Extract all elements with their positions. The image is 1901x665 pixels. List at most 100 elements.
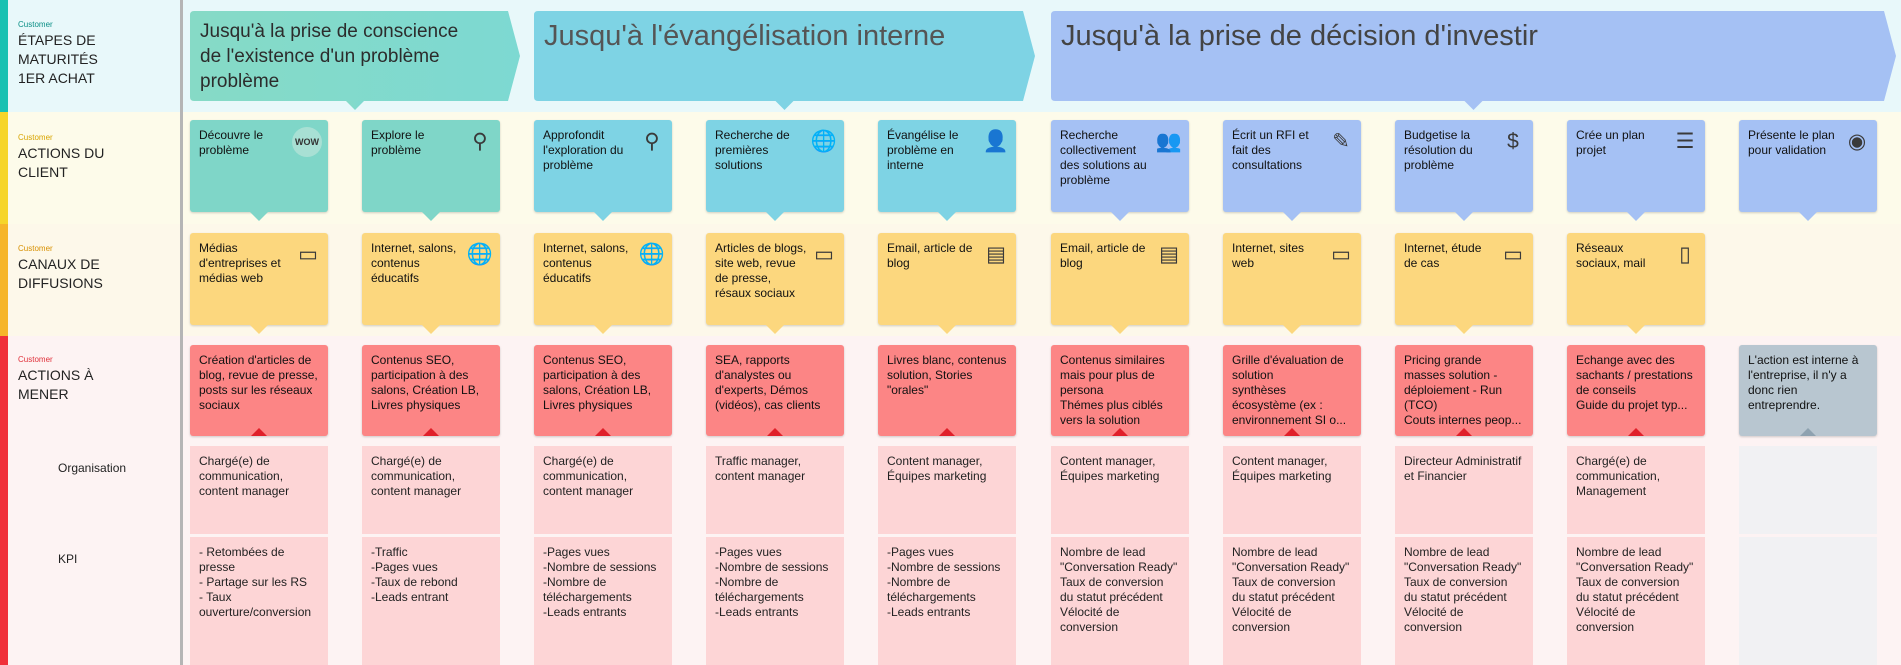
- todo-card[interactable]: Pricing grande masses solution - déploie…: [1395, 345, 1533, 436]
- card-pointer: [250, 212, 268, 221]
- stage-chevron: Jusqu'à la prise de décision d'investir: [1051, 11, 1896, 110]
- card-text: Évangélise le problème en interne: [887, 128, 959, 172]
- card-text: Email, article de blog: [1060, 241, 1146, 270]
- card-pointer: [1112, 428, 1128, 436]
- stage-chevron: Jusqu'à la prise de conscience de l'exis…: [190, 11, 520, 110]
- card-text: Internet, étude de cas: [1404, 241, 1482, 270]
- kpi-cell: -Pages vues -Nombre de sessions -Nombre …: [878, 537, 1016, 665]
- card-pointer: [1800, 428, 1816, 436]
- organisation-cell: Content manager, Équipes marketing: [1051, 446, 1189, 534]
- monitor-icon: ▭: [1503, 242, 1523, 266]
- client-action-card[interactable]: Écrit un RFI et fait des consultations ✎: [1223, 120, 1361, 221]
- todo-card[interactable]: Contenus similaires mais pour plus de pe…: [1051, 345, 1189, 436]
- channel-card[interactable]: Internet, salons, contenus éducatifs 🌐: [534, 233, 672, 334]
- card-pointer: [594, 212, 612, 221]
- stage-shape: [1051, 11, 1896, 110]
- card-pointer: [1455, 212, 1473, 221]
- card-text: Articles de blogs, site web, revue de pr…: [715, 241, 807, 300]
- card-text: Echange avec des sachants / prestations …: [1576, 353, 1693, 412]
- card-pointer: [423, 428, 439, 436]
- todo-card[interactable]: Livres blanc, contenus solution, Stories…: [878, 345, 1016, 436]
- card-pointer: [1284, 428, 1300, 436]
- stage-text: Jusqu'à l'évangélisation interne: [544, 20, 946, 52]
- organisation-label: Organisation: [58, 461, 127, 475]
- client-action-card[interactable]: Recherche collectivement des solutions a…: [1051, 120, 1189, 221]
- card-text: Internet, salons, contenus éducatifs: [371, 241, 457, 285]
- row-small-label: Customer: [18, 355, 53, 364]
- card-text: Écrit un RFI et fait des consultations: [1232, 128, 1309, 172]
- monitor-icon: ▭: [814, 242, 834, 266]
- client-action-card[interactable]: Découvre le problème WOW: [190, 120, 328, 221]
- kpi-cell: Nombre de lead "Conversation Ready" Taux…: [1051, 537, 1189, 665]
- kpi-cell: -Pages vues -Nombre de sessions -Nombre …: [706, 537, 844, 665]
- todo-card[interactable]: Contenus SEO, participation à des salons…: [534, 345, 672, 436]
- card-text: Explore le problème: [371, 128, 425, 157]
- todo-card[interactable]: SEA, rapports d'analystes ou d'experts, …: [706, 345, 844, 436]
- organisation-cell: Content manager, Équipes marketing: [878, 446, 1016, 534]
- row-label-todo: Customer ACTIONS À MENER: [18, 355, 178, 404]
- kpi-cell: Nombre de lead "Conversation Ready" Taux…: [1567, 537, 1705, 665]
- card-pointer: [1111, 212, 1129, 221]
- globe-icon: 🌐: [810, 129, 838, 153]
- row-small-label: Customer: [18, 20, 53, 29]
- kpi-cell: - Retombées de presse - Partage sur les …: [190, 537, 328, 665]
- row-title: ACTIONS DU CLIENT: [18, 145, 105, 180]
- client-action-card[interactable]: Budgetise la résolution du problème $: [1395, 120, 1533, 221]
- card-text: Pricing grande masses solution - déploie…: [1404, 353, 1522, 427]
- client-action-card[interactable]: Explore le problème ⚲: [362, 120, 500, 221]
- client-action-card[interactable]: Recherche de premières solutions 🌐: [706, 120, 844, 221]
- client-action-card[interactable]: Crée un plan projet ☰: [1567, 120, 1705, 221]
- channel-card[interactable]: Médias d'entreprises et médias web ▭: [190, 233, 328, 334]
- card-text: Budgetise la résolution du problème: [1404, 128, 1473, 172]
- card-pointer: [1799, 212, 1817, 221]
- channel-card[interactable]: Email, article de blog ▤: [1051, 233, 1189, 334]
- todo-card[interactable]: Echange avec des sachants / prestations …: [1567, 345, 1705, 436]
- client-action-card[interactable]: Présente le plan pour validation ◉: [1739, 120, 1877, 221]
- pencil-icon: ✎: [1332, 129, 1350, 153]
- globe-icon: 🌐: [466, 242, 494, 266]
- client-action-card[interactable]: Approfondit l'exploration du problème ⚲: [534, 120, 672, 221]
- todo-card[interactable]: Création d'articles de blog, revue de pr…: [190, 345, 328, 436]
- row-label-client-actions: Customer ACTIONS DU CLIENT: [18, 133, 178, 182]
- kpi-cell: -Traffic -Pages vues -Taux de rebond -Le…: [362, 537, 500, 665]
- todo-card[interactable]: Contenus SEO, participation à des salons…: [362, 345, 500, 436]
- client-action-card[interactable]: Évangélise le problème en interne 👤: [878, 120, 1016, 221]
- row-small-label: Customer: [18, 133, 53, 142]
- monitor-icon: ▭: [298, 242, 318, 266]
- card-text: Présente le plan pour validation: [1748, 128, 1835, 157]
- stage-chevron: Jusqu'à l'évangélisation interne: [534, 11, 1035, 110]
- channel-card[interactable]: Articles de blogs, site web, revue de pr…: [706, 233, 844, 334]
- card-pointer: [1283, 212, 1301, 221]
- card-text: Création d'articles de blog, revue de pr…: [199, 353, 318, 412]
- dollar-icon: $: [1507, 129, 1519, 153]
- channel-card[interactable]: Internet, salons, contenus éducatifs 🌐: [362, 233, 500, 334]
- card-text: Réseaux sociaux, mail: [1576, 241, 1646, 270]
- stage-shape: [190, 11, 520, 110]
- card-pointer: [1455, 325, 1473, 334]
- card-text: L'action est interne à l'entreprise, il …: [1748, 353, 1859, 412]
- wow-badge-icon: WOW: [292, 127, 322, 157]
- kpi-cell: Nombre de lead "Conversation Ready" Taux…: [1223, 537, 1361, 665]
- search-icon: ⚲: [644, 129, 660, 153]
- kpi-cell: -Pages vues -Nombre de sessions -Nombre …: [534, 537, 672, 665]
- phone-icon: ▯: [1679, 242, 1691, 266]
- channel-card[interactable]: Réseaux sociaux, mail ▯: [1567, 233, 1705, 334]
- card-pointer: [1627, 212, 1645, 221]
- card-pointer: [1628, 428, 1644, 436]
- channel-card[interactable]: Internet, étude de cas ▭: [1395, 233, 1533, 334]
- organisation-cell: Chargé(e) de communication, content mana…: [534, 446, 672, 534]
- todo-card[interactable]: L'action est interne à l'entreprise, il …: [1739, 345, 1877, 436]
- card-text: Approfondit l'exploration du problème: [543, 128, 624, 172]
- organisation-cell: Directeur Administratif et Financier: [1395, 446, 1533, 534]
- search-icon: ⚲: [472, 129, 488, 153]
- card-pointer: [422, 325, 440, 334]
- stage-text: Jusqu'à la prise de conscience de l'exis…: [200, 21, 459, 92]
- channel-card[interactable]: Internet, sites web ▭: [1223, 233, 1361, 334]
- organisation-cell: Chargé(e) de communication, content mana…: [362, 446, 500, 534]
- row-title: CANAUX DE DIFFUSIONS: [18, 256, 103, 291]
- card-text: Livres blanc, contenus solution, Stories…: [887, 353, 1007, 397]
- card-text: Recherche de premières solutions: [715, 128, 790, 172]
- channel-card[interactable]: Email, article de blog ▤: [878, 233, 1016, 334]
- todo-card[interactable]: Grille d'évaluation de solution synthèse…: [1223, 345, 1361, 436]
- organisation-cell: Chargé(e) de communication, Management: [1567, 446, 1705, 534]
